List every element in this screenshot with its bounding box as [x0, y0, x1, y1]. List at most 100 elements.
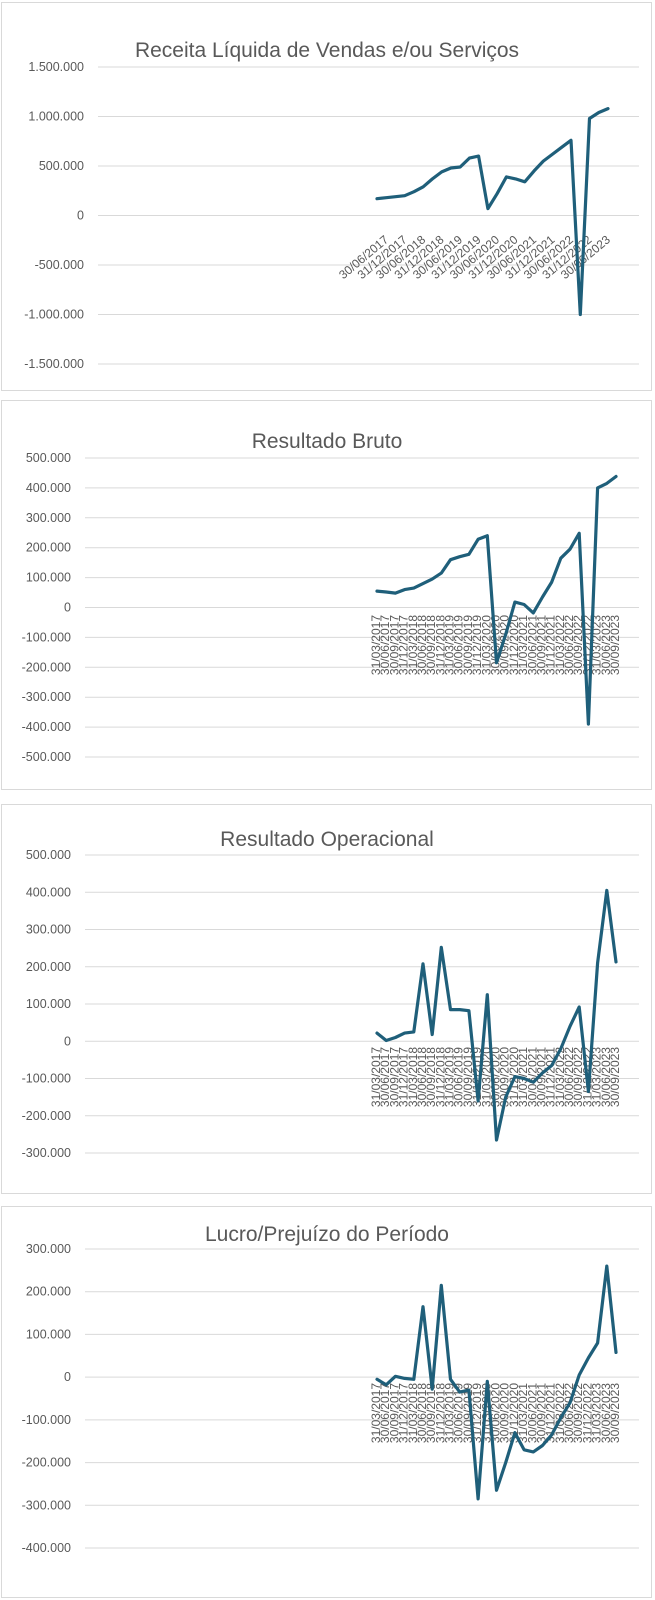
y-tick-label: 200.000 [26, 541, 71, 555]
y-tick-label: 1.500.000 [28, 60, 84, 74]
x-tick-label: 31/12/2018 [433, 615, 447, 675]
y-tick-label: 500.000 [26, 848, 71, 862]
chart-receita-liquida: Receita Líquida de Vendas e/ou Serviços 1… [24, 39, 639, 371]
x-tick-label: 30/09/2021 [534, 615, 548, 675]
chart-resultado-operacional: Resultado Operacional 500.000 400.000 300.0… [22, 828, 639, 1160]
x-tick-label: 30/09/2018 [424, 1047, 438, 1107]
x-tick-label: 31/12/2021 [544, 615, 558, 675]
y-tick-label: -300.000 [22, 1498, 71, 1512]
y-tick-label: 400.000 [26, 885, 71, 899]
chart-title: Receita Líquida de Vendas e/ou Serviços [135, 39, 519, 62]
x-tick-label: 31/03/2021 [516, 1383, 530, 1443]
x-tick-label: 30/09/2021 [534, 1047, 548, 1107]
x-tick-label: 30/09/2022 [571, 615, 585, 675]
y-tick-label: 400.000 [26, 481, 71, 495]
x-tick-label: 30/09/2017 [387, 1047, 401, 1107]
x-tick-label: 30/09/2023 [608, 1383, 622, 1443]
y-tick-label: 500.000 [39, 159, 84, 173]
x-tick-label: 30/09/2021 [534, 1383, 548, 1443]
x-tick-label: 30/06/2017 [378, 615, 392, 675]
x-tick-label: 30/09/2019 [461, 1047, 475, 1107]
y-tick-label: -400.000 [22, 720, 71, 734]
x-tick-label: 30/06/2023 [599, 1047, 613, 1107]
y-tick-label: 1.000.000 [28, 110, 84, 124]
y-tick-label: -200.000 [22, 1109, 71, 1123]
chart-panel-resultado-operacional: Resultado Operacional 500.000 400.000 300.0… [1, 804, 652, 1194]
y-tick-label: 300.000 [26, 511, 71, 525]
y-tick-label: 100.000 [26, 997, 71, 1011]
x-tick-label: 31/03/2023 [590, 1383, 604, 1443]
y-tick-label: 200.000 [26, 960, 71, 974]
y-tick-label: -200.000 [22, 660, 71, 674]
y-tick-label: -1.500.000 [24, 357, 84, 371]
x-tick-label: 30/09/2022 [571, 1047, 585, 1107]
x-tick-label: 30/06/2017 [378, 1047, 392, 1107]
chart-title: Lucro/Prejuízo do Período [205, 1223, 449, 1246]
x-tick-label: 30/09/2023 [608, 1047, 622, 1107]
y-tick-label: -100.000 [22, 1072, 71, 1086]
x-tick-label: 30/06/2018 [415, 1383, 429, 1443]
y-tick-label: -500.000 [35, 258, 84, 272]
series-line [375, 1264, 618, 1501]
x-tick-label: 31/03/2019 [443, 615, 457, 675]
x-tick-label: 30/09/2017 [387, 615, 401, 675]
x-tick-label: 30/06/2021 [525, 615, 539, 675]
x-tick-label: 30/06/2019 [452, 615, 466, 675]
x-tick-label: 30/09/2023 [608, 615, 622, 675]
chart-title: Resultado Bruto [252, 430, 403, 453]
x-tick-label: 31/03/2022 [553, 1047, 567, 1107]
x-tick-label: 31/03/2018 [406, 615, 420, 675]
x-tick-label: 30/09/2022 [571, 1383, 585, 1443]
x-tick-label: 30/06/2021 [525, 1383, 539, 1443]
x-tick-label: 30/06/2018 [415, 1047, 429, 1107]
x-tick-label: 31/03/2021 [516, 615, 530, 675]
y-tick-label: 100.000 [26, 571, 71, 585]
series-line [375, 106, 610, 317]
x-tick-label: 30/09/2018 [424, 615, 438, 675]
y-tick-label: -100.000 [22, 1413, 71, 1427]
y-tick-label: 0 [64, 1370, 71, 1384]
y-tick-label: 100.000 [26, 1327, 71, 1341]
x-tick-label: 31/12/2018 [433, 1383, 447, 1443]
chart-resultado-bruto: Resultado Bruto 500.000 400.000 300.000 200.… [22, 430, 639, 764]
x-tick-label: 31/03/2020 [479, 615, 493, 675]
x-tick-label: 31/12/2017 [397, 1383, 411, 1443]
x-tick-label: 31/12/2019 [470, 615, 484, 675]
series-line [375, 888, 618, 1142]
y-tick-label: 0 [77, 209, 84, 223]
x-tick-label: 31/12/2017 [397, 615, 411, 675]
y-tick-label: 300.000 [26, 923, 71, 937]
y-tick-label: -500.000 [22, 750, 71, 764]
x-tick-label: 31/12/2018 [433, 1047, 447, 1107]
x-tick-label: 31/03/2017 [369, 1047, 383, 1107]
x-tick-label: 30/06/2022 [562, 1047, 576, 1107]
y-tick-label: -300.000 [22, 1146, 71, 1160]
x-tick-label: 30/09/2019 [461, 615, 475, 675]
y-tick-label: 300.000 [26, 1242, 71, 1256]
x-tick-label: 31/03/2019 [443, 1383, 457, 1443]
x-tick-label: 31/03/2022 [553, 615, 567, 675]
x-tick-label: 30/06/2023 [599, 1383, 613, 1443]
series-line [375, 474, 618, 726]
x-tick-label: 30/06/2019 [452, 1047, 466, 1107]
chart-lucro-prejuizo: Lucro/Prejuízo do Período 300.000 200.000 1… [22, 1223, 639, 1555]
x-tick-label: 30/09/2017 [387, 1383, 401, 1443]
y-tick-label: -200.000 [22, 1456, 71, 1470]
y-tick-label: -100.000 [22, 630, 71, 644]
x-tick-label: 31/03/2023 [590, 1047, 604, 1107]
y-tick-label: -1.000.000 [24, 308, 84, 322]
x-tick-label: 30/09/2018 [424, 1383, 438, 1443]
y-tick-label: 0 [64, 601, 71, 615]
x-tick-label: 31/03/2018 [406, 1047, 420, 1107]
x-tick-label: 30/06/2017 [378, 1383, 392, 1443]
x-tick-label: 30/06/2022 [562, 615, 576, 675]
y-tick-label: 500.000 [26, 451, 71, 465]
y-tick-label: 200.000 [26, 1285, 71, 1299]
y-tick-label: -400.000 [22, 1541, 71, 1555]
chart-panel-resultado-bruto: Resultado Bruto 500.000 400.000 300.000 200.… [1, 400, 652, 790]
y-tick-label: -300.000 [22, 690, 71, 704]
chart-title: Resultado Operacional [220, 828, 434, 851]
x-tick-label: 30/06/2021 [525, 1047, 539, 1107]
y-tick-label: 0 [64, 1034, 71, 1048]
x-tick-label: 30/09/2020 [498, 1383, 512, 1443]
